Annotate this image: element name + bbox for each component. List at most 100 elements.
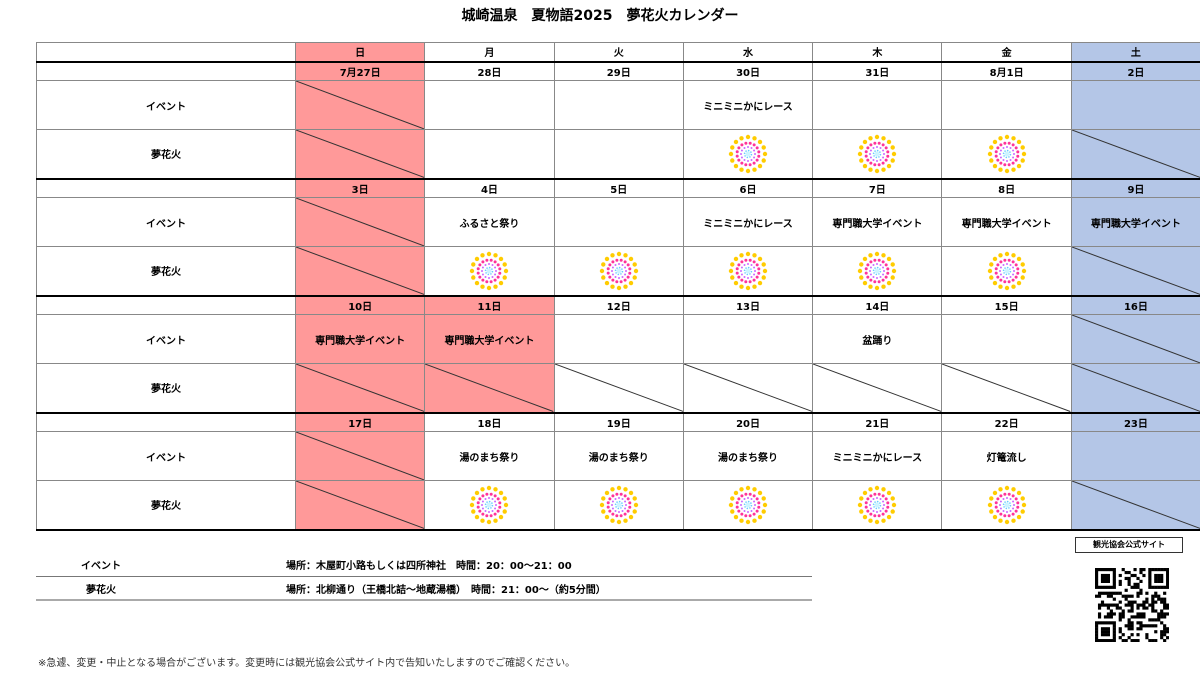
event-cell: ミニミニかにレース — [812, 431, 943, 481]
date-row: 3日 4日 5日 6日 7日 8日 9日 — [36, 178, 1200, 198]
event-cell — [553, 314, 684, 364]
legend: イベント 場所：木屋町小路もしくは四所神社 時間：20：00～21：00 夢花火 場… — [36, 553, 812, 601]
page-title: 城崎温泉 夏物語2025 夢花火カレンダー — [461, 8, 739, 24]
date-cell: 6日 — [682, 178, 814, 198]
not-held-slash — [1072, 481, 1200, 529]
event-name: 灯篭流し — [986, 452, 1027, 464]
event-cell — [941, 80, 1072, 130]
legend-label: 夢花火 — [86, 584, 116, 596]
fireworks-row: 夢花火 — [36, 363, 1200, 414]
date-cell: 30日 — [682, 61, 814, 81]
fireworks-cell — [682, 480, 814, 531]
not-held-slash — [425, 364, 553, 412]
row-label-fireworks: 夢花火 — [36, 363, 296, 414]
firework-icon — [728, 485, 768, 524]
firework-icon — [987, 134, 1026, 173]
fireworks-cell — [424, 129, 555, 180]
event-name: 専門職大学イベント — [1090, 218, 1181, 230]
event-cell — [682, 314, 814, 364]
date-cell: 16日 — [1070, 295, 1200, 315]
legend-row-fireworks: 夢花火 場所：北柳通り（王橋北詰～地蔵湯橋） 時間：21：00～（約5分間） — [36, 577, 812, 601]
event-cell — [553, 197, 684, 247]
firework-icon — [987, 485, 1026, 524]
not-held-slash — [1072, 364, 1200, 412]
fireworks-cell — [424, 246, 555, 297]
date-cell: 15日 — [941, 295, 1072, 315]
event-cell: 専門職大学イベント — [812, 197, 943, 247]
fireworks-cell — [941, 129, 1072, 180]
event-cell — [294, 80, 426, 130]
date-row: 10日 11日 12日 13日 14日 15日 16日 — [36, 295, 1200, 315]
row-label-fireworks: 夢花火 — [36, 246, 296, 297]
date-cell: 8日 — [941, 178, 1072, 198]
date-cell: 14日 — [812, 295, 943, 315]
not-held-slash — [296, 130, 424, 178]
date-row: 17日 18日 19日 20日 21日 22日 23日 — [36, 412, 1200, 432]
firework-icon — [858, 251, 897, 290]
event-cell — [941, 314, 1072, 364]
firework-icon — [470, 251, 509, 290]
fireworks-cell — [941, 480, 1072, 531]
event-cell: 盆踊り — [812, 314, 943, 364]
weekday-header: 土 — [1070, 42, 1200, 63]
fireworks-cell — [812, 246, 943, 297]
fireworks-cell — [941, 246, 1072, 297]
fireworks-cell — [553, 363, 684, 414]
firework-icon — [858, 134, 897, 173]
date-cell: 21日 — [812, 412, 943, 432]
date-cell: 9日 — [1070, 178, 1200, 198]
fireworks-cell — [1070, 480, 1200, 531]
event-name: 専門職大学イベント — [444, 335, 535, 347]
not-held-slash — [555, 364, 683, 412]
official-site-button[interactable]: 観光協会公式サイト — [1075, 537, 1183, 553]
fireworks-cell — [941, 363, 1072, 414]
legend-row-event: イベント 場所：木屋町小路もしくは四所神社 時間：20：00～21：00 — [36, 553, 812, 577]
fireworks-cell — [812, 363, 943, 414]
date-cell: 3日 — [294, 178, 426, 198]
date-cell: 11日 — [424, 295, 555, 315]
event-name: 専門職大学イベント — [961, 218, 1052, 230]
weekday-header: 木 — [812, 42, 943, 63]
event-name: 専門職大学イベント — [832, 218, 923, 230]
corner-cell — [36, 42, 296, 63]
event-name: ミニミニかにレース — [832, 452, 923, 464]
not-held-slash — [296, 247, 424, 295]
date-cell: 31日 — [812, 61, 943, 81]
event-cell: 専門職大学イベント — [1070, 197, 1200, 247]
fireworks-cell — [1070, 129, 1200, 180]
blank-cell — [36, 295, 296, 315]
not-held-slash — [296, 198, 424, 246]
firework-icon — [858, 485, 897, 524]
notice-text: ※急遽、変更・中止となる場合がございます。変更時には観光協会公式サイト内で告知い… — [38, 658, 576, 669]
fireworks-cell — [1070, 363, 1200, 414]
row-label-event: イベント — [36, 314, 296, 364]
weekday-header: 日 — [294, 42, 426, 63]
qr-code-icon[interactable] — [1095, 568, 1169, 642]
date-cell: 29日 — [553, 61, 684, 81]
legend-text: 場所：木屋町小路もしくは四所神社 時間：20：00～21：00 — [286, 561, 572, 572]
fireworks-cell — [424, 480, 555, 531]
event-cell: 湯のまち祭り — [553, 431, 684, 481]
event-cell — [1070, 314, 1200, 364]
weekday-header: 月 — [424, 42, 555, 63]
firework-icon — [470, 485, 509, 524]
fireworks-row: 夢花火 — [36, 246, 1200, 297]
fireworks-cell — [553, 129, 684, 180]
date-cell: 13日 — [682, 295, 814, 315]
row-label-event: イベント — [36, 431, 296, 481]
not-held-slash — [296, 481, 424, 529]
event-name: 盆踊り — [862, 335, 893, 347]
event-cell: 専門職大学イベント — [294, 314, 426, 364]
firework-icon — [728, 251, 768, 290]
legend-text: 場所：北柳通り（王橋北詰～地蔵湯橋） 時間：21：00～（約5分間） — [286, 584, 606, 596]
row-label-fireworks: 夢花火 — [36, 480, 296, 531]
blank-cell — [36, 412, 296, 432]
event-cell: ミニミニかにレース — [682, 80, 814, 130]
not-held-slash — [942, 364, 1070, 412]
weekday-header: 水 — [682, 42, 814, 63]
date-cell: 18日 — [424, 412, 555, 432]
event-cell: 湯のまち祭り — [682, 431, 814, 481]
not-held-slash — [1072, 315, 1200, 363]
not-held-slash — [813, 364, 941, 412]
not-held-slash — [296, 432, 424, 480]
